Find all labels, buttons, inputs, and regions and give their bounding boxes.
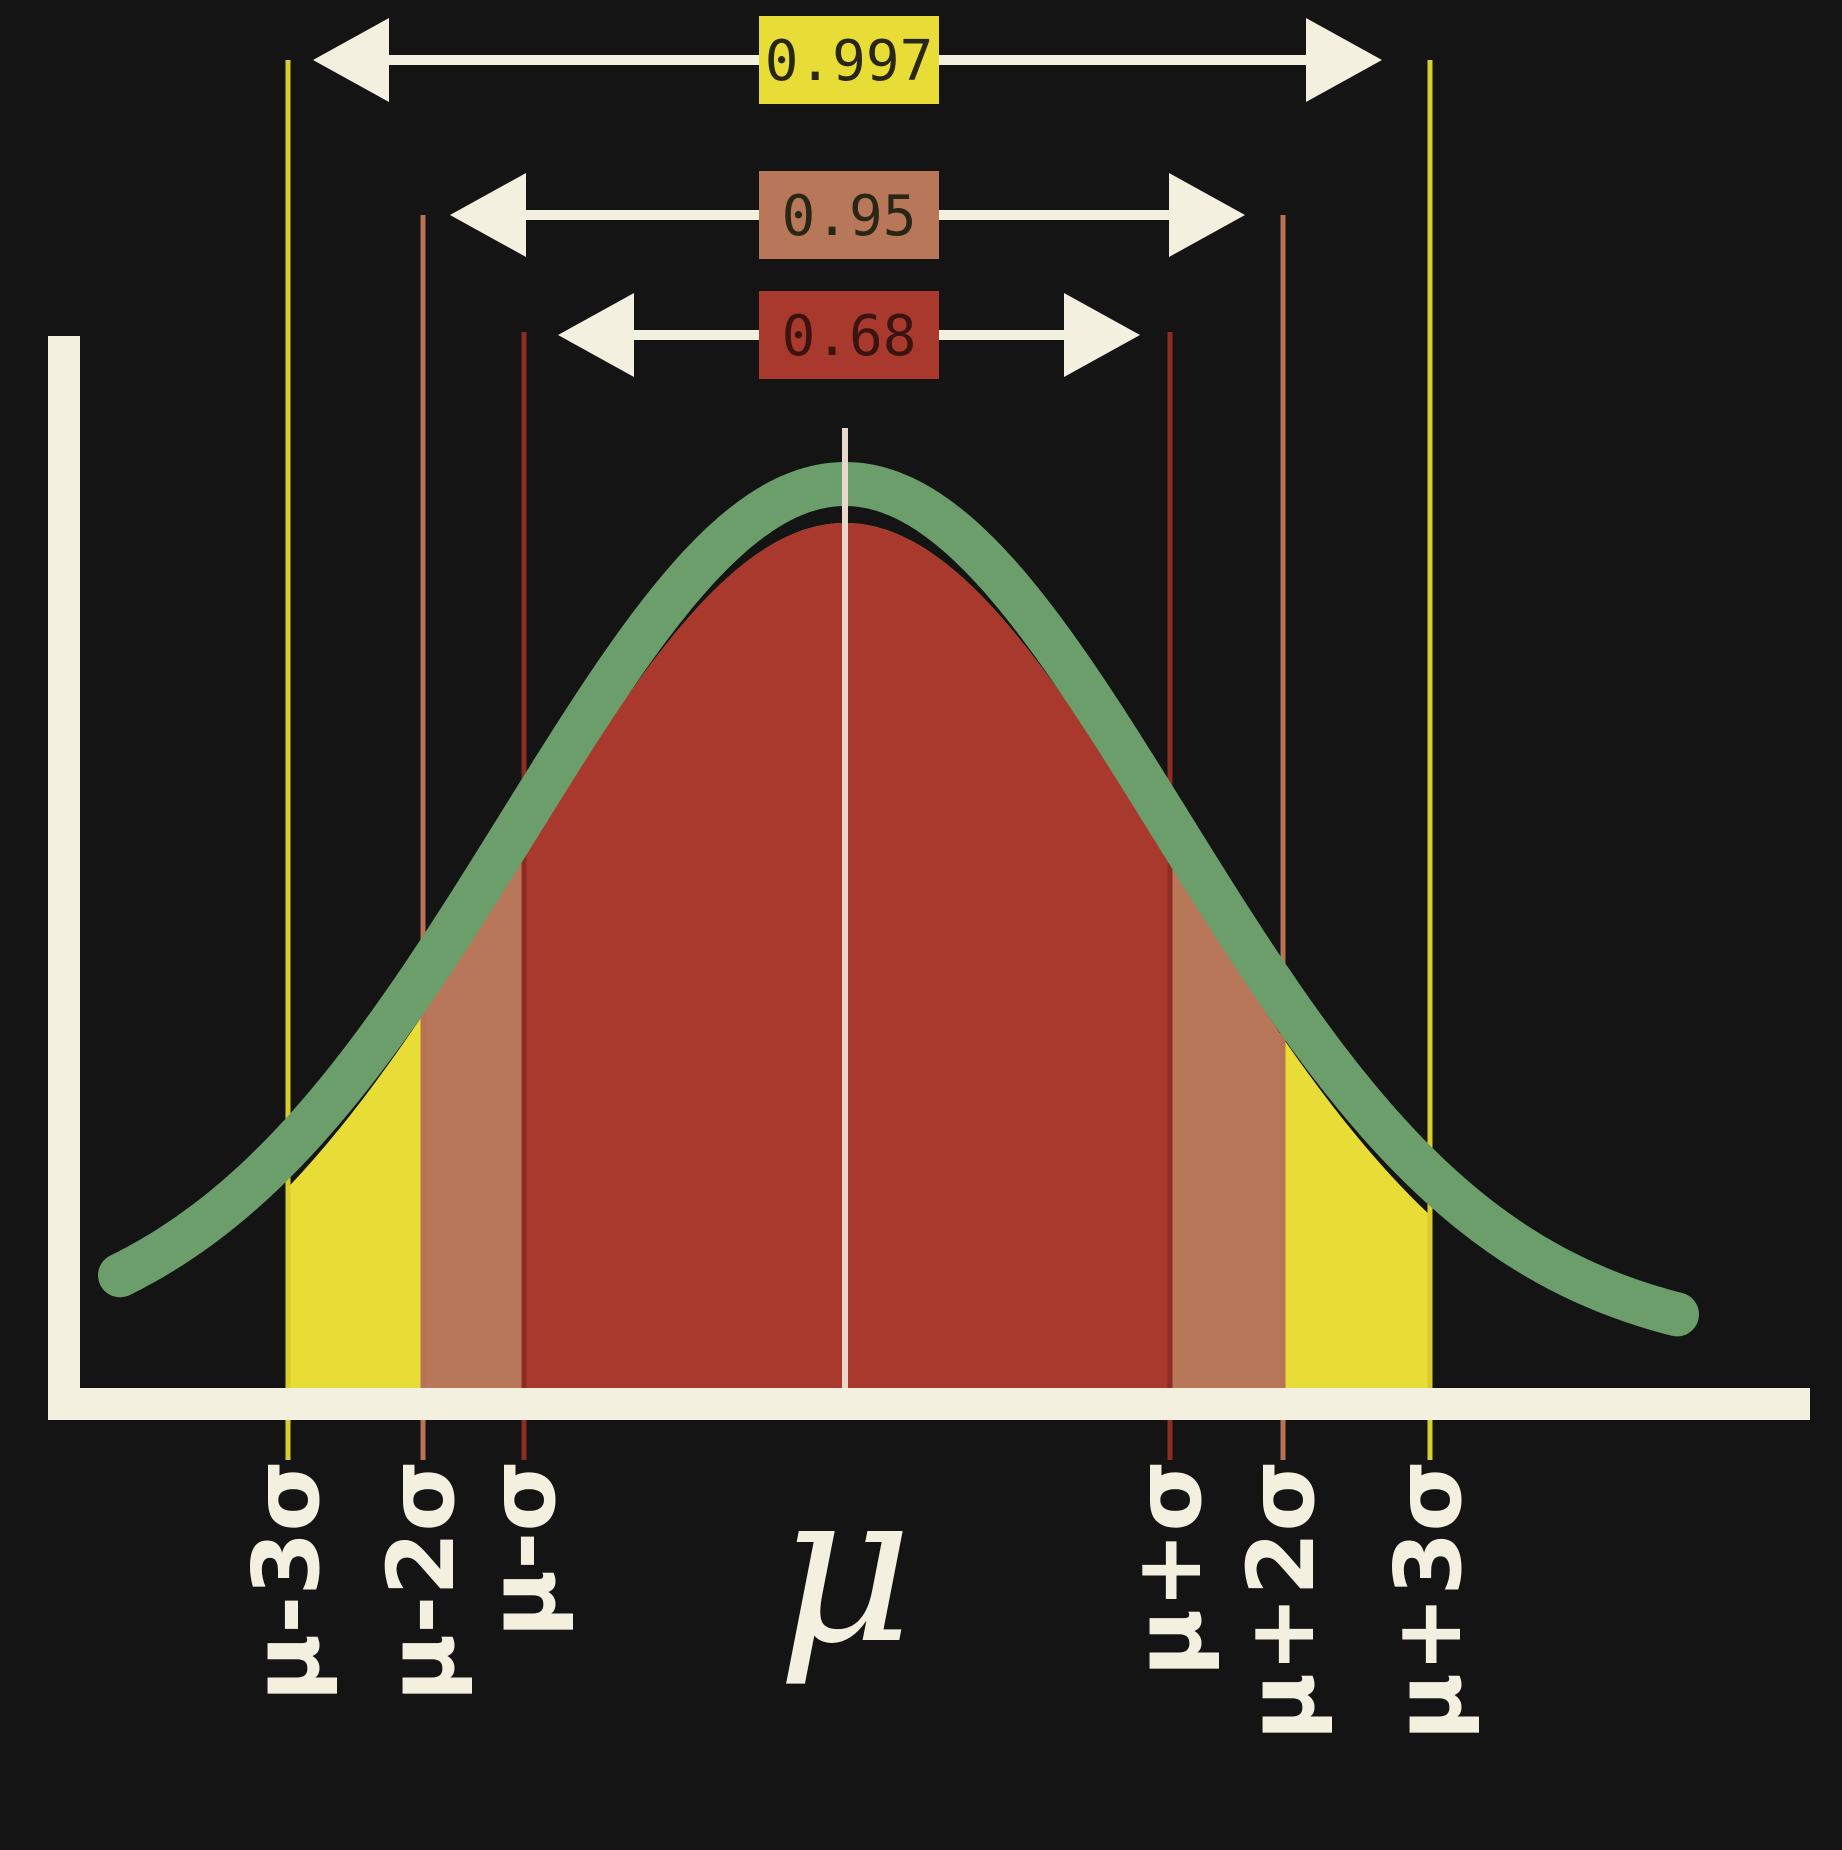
- interval-label-box: [759, 291, 939, 379]
- interval-arrows: 0.997 0.95 0.68: [313, 16, 1382, 379]
- tick-label-minus3: μ-3σ: [233, 1460, 340, 1702]
- arrow-right-head: [1064, 293, 1140, 377]
- arrow-right-head: [1169, 173, 1245, 257]
- interval-arrow-3sigma: 0.997: [313, 16, 1382, 104]
- interval-label: 0.997: [765, 29, 934, 94]
- y-axis: [48, 336, 80, 1420]
- x-axis: [48, 1388, 1810, 1420]
- arrow-right-head: [1306, 18, 1382, 102]
- tick-label-minus2: μ-2σ: [368, 1460, 475, 1702]
- interval-label-box: [759, 171, 939, 259]
- tick-label-plus2: μ+2σ: [1228, 1460, 1335, 1740]
- sigma-boundary-lines: [285, 60, 1433, 1460]
- axes: [48, 336, 1810, 1420]
- interval-arrow-1sigma: 0.68: [558, 291, 1140, 379]
- bell-curve: [98, 462, 1699, 1337]
- tick-labels: μ-3σ μ-2σμ-σ μ+σ μ+2σ μ+3σ: [233, 1460, 1482, 1740]
- interval-label: 0.95: [782, 184, 917, 249]
- interval-label: 0.68: [782, 304, 917, 369]
- sigma-region-fills: [288, 523, 1430, 1390]
- tick-label-plus1: μ+σ: [1115, 1460, 1222, 1676]
- interval-arrow-2sigma: 0.95: [450, 171, 1245, 259]
- arrow-left-head: [313, 18, 389, 102]
- arrow-left-head: [558, 293, 634, 377]
- mean-label: μ: [777, 1445, 913, 1690]
- tick-label-minus1: μ-σ: [469, 1460, 576, 1638]
- tick-label-plus3: μ+3σ: [1375, 1460, 1482, 1740]
- arrow-left-head: [450, 173, 526, 257]
- interval-label-box: [759, 16, 939, 104]
